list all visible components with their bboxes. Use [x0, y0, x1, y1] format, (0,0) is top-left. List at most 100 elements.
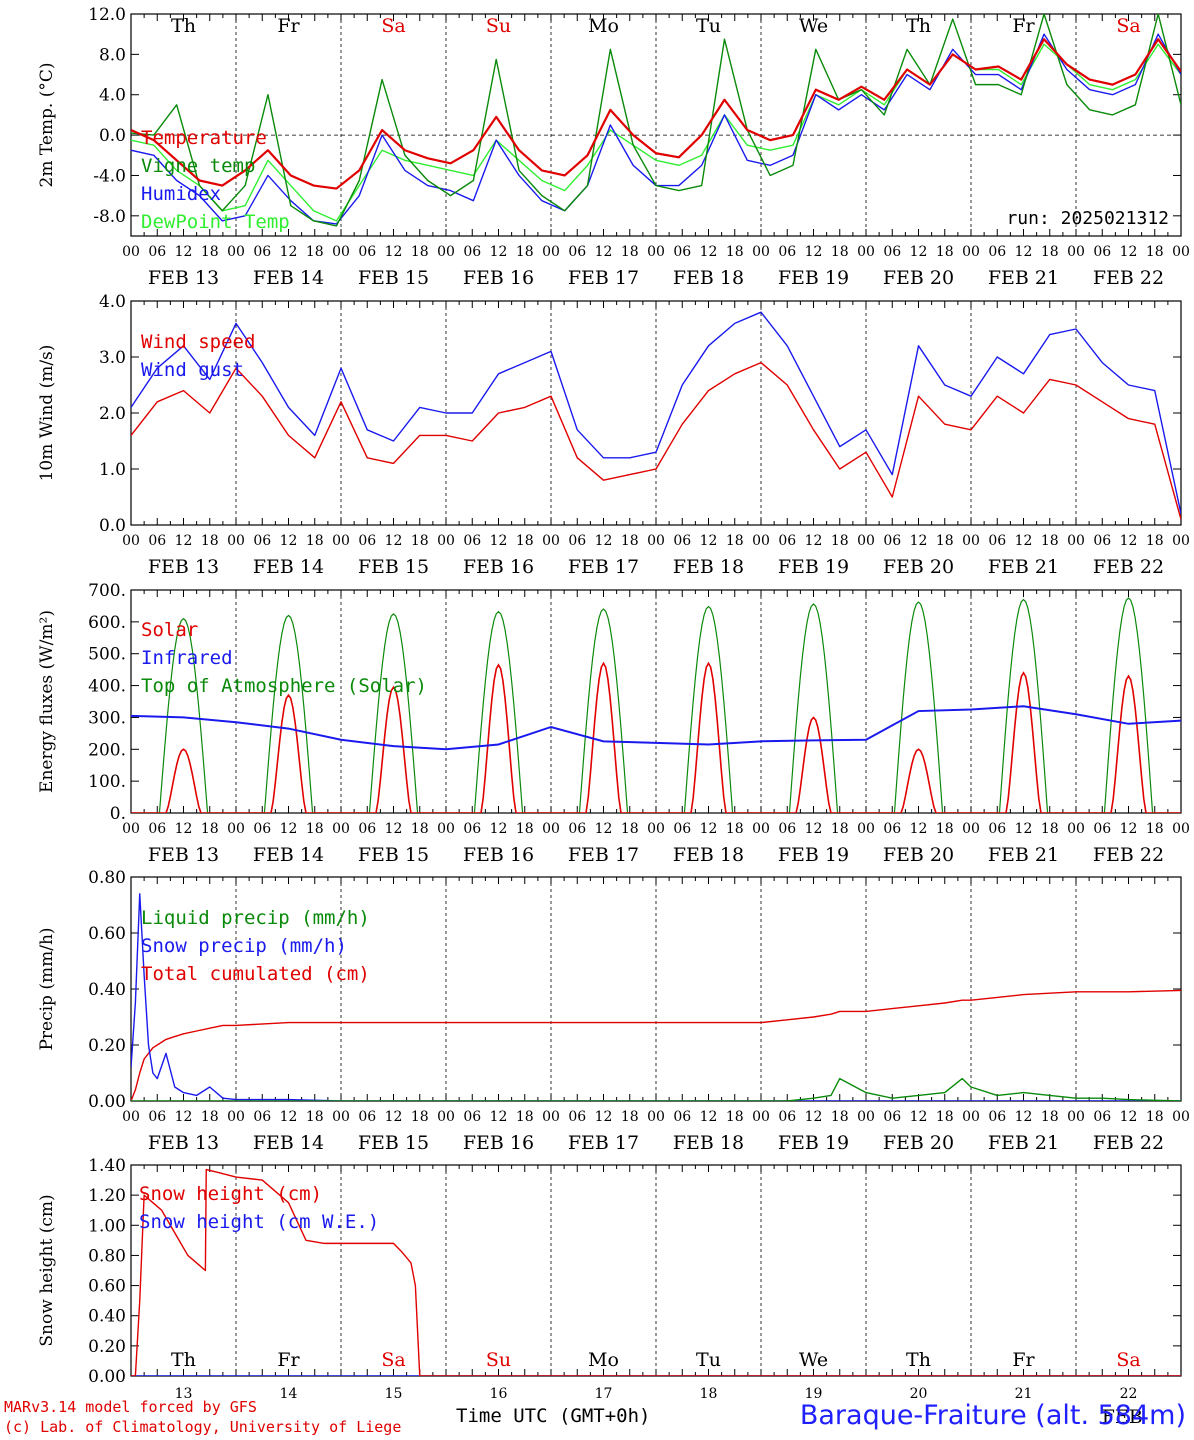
weekday-label: Su [486, 1349, 511, 1371]
hour-tick-label: 18 [621, 244, 639, 260]
hour-tick-label: 18 [411, 533, 429, 549]
hour-tick-label: 18 [831, 244, 849, 260]
hour-tick-label: 06 [1093, 821, 1111, 837]
weekday-label: Sa [1116, 15, 1140, 37]
hour-tick-label: 18 [726, 244, 744, 260]
y-tick-label: 8.0 [99, 45, 126, 65]
hour-tick-label: 12 [280, 244, 298, 260]
hour-tick-label: 18 [726, 821, 744, 837]
hour-tick-label: 06 [778, 533, 796, 549]
hour-tick-label: 00 [437, 533, 455, 549]
hour-tick-label: 06 [778, 1109, 796, 1125]
date-label: FEB 22 [1093, 267, 1164, 289]
hour-tick-label: 18 [516, 244, 534, 260]
weekday-label: Sa [381, 1349, 405, 1371]
hour-tick-label: 12 [385, 1109, 403, 1125]
hour-tick-label: 06 [778, 821, 796, 837]
day-number-label: 14 [280, 1386, 298, 1402]
hour-tick-label: 00 [542, 1109, 560, 1125]
hour-tick-label: 18 [411, 1109, 429, 1125]
hour-tick-label: 00 [227, 533, 245, 549]
legend-entry: Total cumulated (cm) [141, 963, 370, 985]
series-liquid-precip-mm-h- [131, 1077, 1181, 1101]
hour-tick-label: 00 [332, 244, 350, 260]
hour-tick-label: 06 [253, 821, 271, 837]
date-label: FEB 19 [778, 1132, 849, 1154]
hour-tick-label: 06 [358, 533, 376, 549]
hour-tick-label: 12 [910, 244, 928, 260]
hour-tick-label: 18 [1146, 533, 1164, 549]
hour-tick-label: 00 [122, 244, 140, 260]
hour-tick-label: 12 [385, 244, 403, 260]
date-label: FEB 19 [778, 556, 849, 578]
hour-tick-label: 12 [595, 244, 613, 260]
y-tick-label: 0. [110, 804, 126, 824]
hour-tick-label: 18 [726, 533, 744, 549]
hour-tick-label: 12 [1120, 533, 1138, 549]
date-label: FEB 19 [778, 844, 849, 866]
day-number-label: 20 [910, 1386, 928, 1402]
day-number-label: 13 [175, 1386, 193, 1402]
date-label: FEB 15 [358, 556, 429, 578]
y-tick-label: 100. [88, 772, 126, 792]
hour-tick-label: 00 [752, 1109, 770, 1125]
hour-tick-label: 18 [936, 533, 954, 549]
hour-tick-label: 12 [175, 1109, 193, 1125]
hour-tick-label: 06 [463, 1109, 481, 1125]
hour-tick-label: 18 [1146, 1109, 1164, 1125]
hour-tick-label: 00 [962, 244, 980, 260]
hour-tick-label: 00 [1172, 821, 1190, 837]
day-number-label: 19 [805, 1386, 823, 1402]
y-tick-label: 1.00 [88, 1216, 126, 1236]
hour-tick-label: 12 [1015, 1109, 1033, 1125]
date-label: FEB 21 [988, 267, 1059, 289]
hour-tick-label: 18 [1041, 244, 1059, 260]
hour-tick-label: 18 [411, 244, 429, 260]
hour-tick-label: 00 [542, 244, 560, 260]
hour-tick-label: 06 [673, 821, 691, 837]
y-tick-label: -8.0 [93, 207, 126, 227]
date-label: FEB 20 [883, 1132, 954, 1154]
hour-tick-label: 06 [463, 533, 481, 549]
date-label: FEB 22 [1093, 556, 1164, 578]
hour-tick-label: 06 [253, 1109, 271, 1125]
weekday-label: Tu [696, 1349, 721, 1371]
hour-tick-label: 12 [280, 533, 298, 549]
y-tick-label: 1.0 [99, 460, 126, 480]
y-tick-label: 500. [88, 645, 126, 665]
date-label: FEB 13 [148, 1132, 219, 1154]
y-axis-label: Energy fluxes (W/m²) [37, 610, 57, 793]
hour-tick-label: 18 [201, 244, 219, 260]
hour-tick-label: 06 [568, 1109, 586, 1125]
y-tick-label: 0.40 [88, 1307, 126, 1327]
hour-tick-label: 00 [1067, 533, 1085, 549]
series-infrared [131, 705, 1181, 751]
weekday-label: We [799, 1349, 828, 1371]
hour-tick-label: 00 [332, 821, 350, 837]
hour-tick-label: 00 [542, 533, 560, 549]
hour-tick-label: 06 [778, 244, 796, 260]
hour-tick-label: 18 [1041, 821, 1059, 837]
x-axis-title: Time UTC (GMT+0h) [456, 1405, 651, 1427]
hour-tick-label: 12 [175, 244, 193, 260]
weekday-label: Fr [1012, 1349, 1035, 1371]
legend-entry: Infrared [141, 647, 233, 669]
hour-tick-label: 00 [647, 821, 665, 837]
hour-tick-label: 12 [385, 821, 403, 837]
hour-tick-label: 06 [463, 821, 481, 837]
hour-tick-label: 12 [385, 533, 403, 549]
hour-tick-label: 06 [253, 244, 271, 260]
y-tick-label: 0.00 [88, 1367, 126, 1387]
legend-entry: Vigne temp [141, 155, 255, 177]
hour-tick-label: 12 [1120, 1109, 1138, 1125]
hour-tick-label: 18 [936, 244, 954, 260]
hour-tick-label: 18 [306, 533, 324, 549]
y-tick-label: 0.80 [88, 1246, 126, 1266]
model-credit: MARv3.14 model forced by GFS [4, 1398, 257, 1416]
panel-1: -8.0 -4.0 0.0 4.0 8.0 12.0 2m Temp. (°C) 00 06 12… [37, 5, 1190, 289]
series-snow-height-cm- [131, 1168, 1181, 1376]
hour-tick-label: 12 [595, 821, 613, 837]
day-number-label: 22 [1120, 1386, 1138, 1402]
hour-tick-label: 12 [490, 244, 508, 260]
weekday-label: Fr [277, 1349, 300, 1371]
